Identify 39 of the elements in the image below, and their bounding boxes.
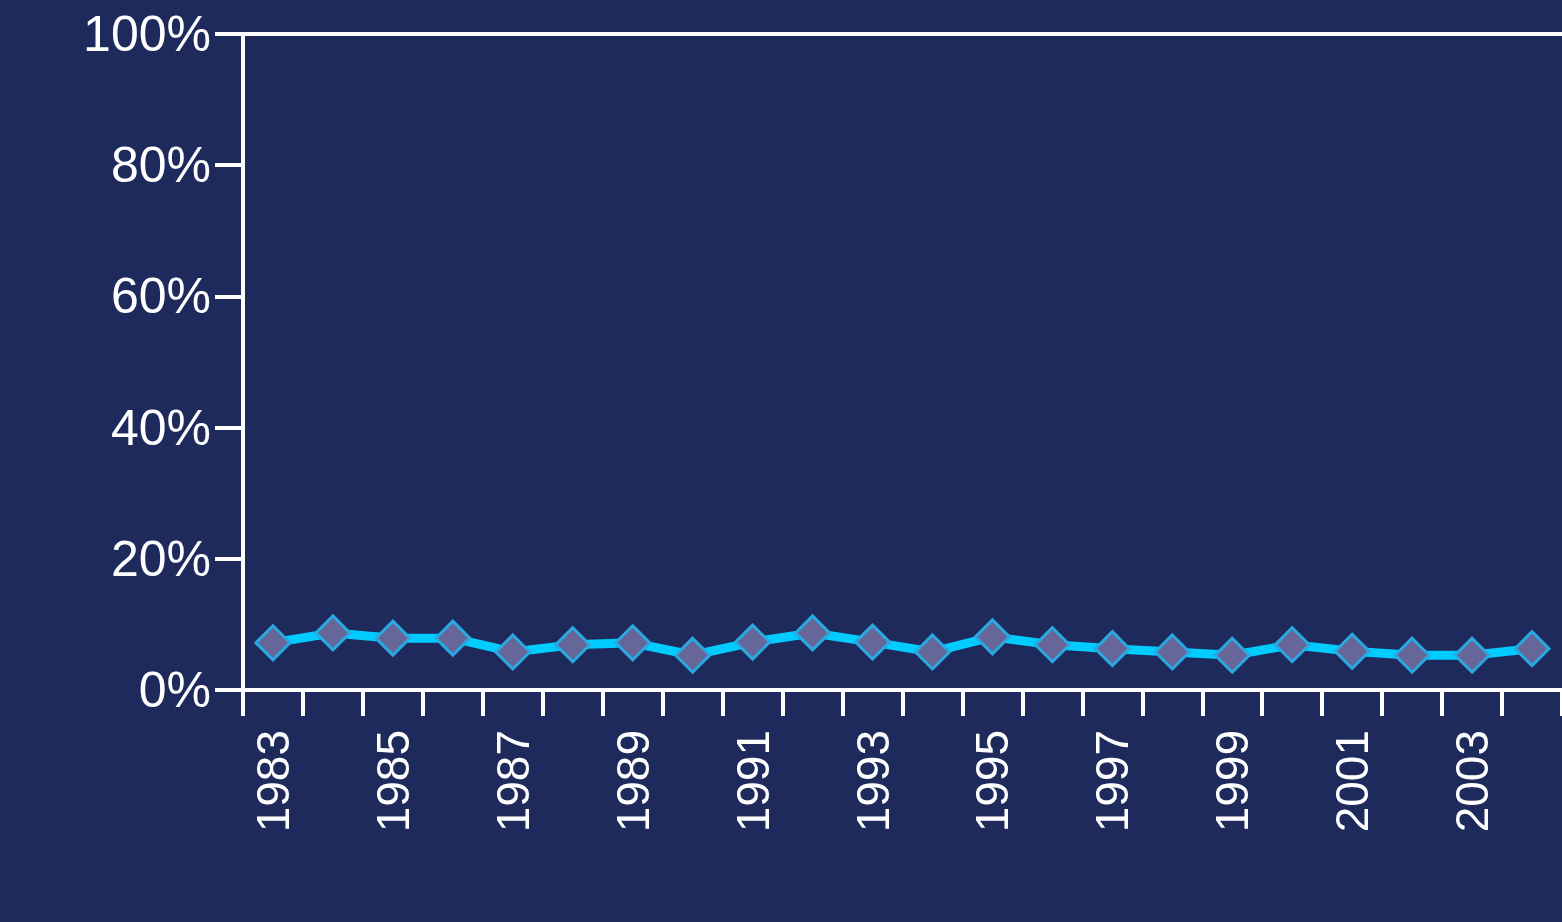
y-tick-label: 100% bbox=[83, 6, 211, 62]
point bbox=[254, 624, 292, 662]
point bbox=[734, 623, 772, 661]
x-tick-label: 2001 bbox=[1326, 730, 1379, 833]
point bbox=[1513, 630, 1551, 668]
point bbox=[614, 624, 652, 662]
point bbox=[494, 633, 532, 671]
point bbox=[434, 619, 472, 657]
y-tick-label: 60% bbox=[110, 268, 211, 325]
x-tick-label: 1993 bbox=[846, 730, 899, 833]
point bbox=[854, 623, 892, 661]
point bbox=[374, 619, 412, 657]
x-tick-label: 2003 bbox=[1446, 730, 1499, 833]
x-tick-label: 1987 bbox=[486, 730, 539, 833]
x-tick-label: 1995 bbox=[966, 730, 1019, 833]
y-tick-label: 40% bbox=[110, 399, 211, 456]
y-tick-label: 80% bbox=[110, 137, 211, 194]
point bbox=[314, 614, 352, 652]
point bbox=[1093, 630, 1131, 668]
point bbox=[554, 626, 592, 664]
point bbox=[913, 633, 951, 671]
point bbox=[674, 636, 712, 674]
point bbox=[1153, 633, 1191, 671]
point bbox=[1453, 636, 1491, 674]
y-tick-label: 20% bbox=[110, 530, 211, 587]
x-tick-label: 1989 bbox=[606, 730, 659, 833]
point bbox=[1333, 632, 1371, 670]
x-tick-label: 1999 bbox=[1206, 730, 1259, 833]
point bbox=[1393, 636, 1431, 674]
point bbox=[1033, 626, 1071, 664]
point bbox=[1213, 636, 1251, 674]
y-tick-label: 0% bbox=[138, 662, 211, 718]
x-tick-label: 1983 bbox=[246, 730, 299, 833]
point bbox=[1273, 626, 1311, 664]
x-tick-label: 1985 bbox=[366, 730, 419, 833]
x-tick-label: 1997 bbox=[1086, 730, 1139, 833]
point bbox=[973, 618, 1011, 656]
point bbox=[794, 614, 832, 652]
x-tick-label: 1991 bbox=[726, 730, 779, 833]
